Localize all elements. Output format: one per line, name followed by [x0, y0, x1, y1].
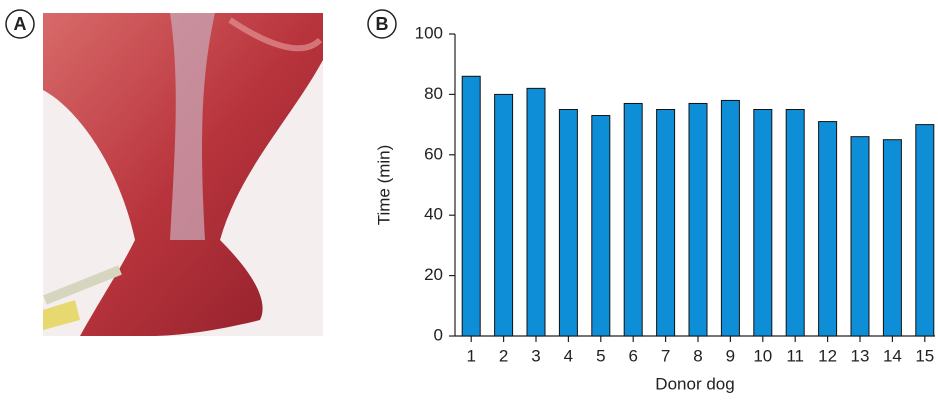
bar [462, 76, 480, 336]
y-tick-label: 40 [424, 205, 443, 224]
panel-label: A [14, 14, 27, 34]
x-tick-label: 2 [499, 346, 508, 365]
y-tick-label: 100 [415, 23, 443, 42]
bar [916, 125, 934, 336]
photo [43, 13, 323, 336]
x-tick-label: 9 [726, 346, 735, 365]
bar [851, 137, 869, 336]
bar [786, 110, 804, 337]
x-tick-label: 1 [466, 346, 475, 365]
bar [883, 140, 901, 336]
y-tick-label: 80 [424, 84, 443, 103]
x-tick-label: 14 [883, 346, 902, 365]
x-tick-label: 11 [786, 346, 804, 365]
bar [559, 110, 577, 337]
bar [754, 110, 772, 337]
bar [495, 94, 513, 336]
x-tick-label: 4 [564, 346, 573, 365]
panel-label: B [376, 14, 389, 34]
x-tick-label: 13 [851, 346, 870, 365]
bar [592, 116, 610, 336]
bar [624, 103, 642, 336]
x-tick-label: 8 [693, 346, 702, 365]
bar [657, 110, 675, 337]
x-tick-label: 5 [596, 346, 605, 365]
x-tick-label: 15 [915, 346, 934, 365]
y-axis-title: Time (min) [374, 145, 393, 226]
page: A B Time (min) Donor dog 020406080100123… [0, 0, 938, 404]
bar [689, 103, 707, 336]
x-tick-label: 7 [661, 346, 670, 365]
y-tick-label: 0 [434, 325, 443, 344]
y-tick-label: 20 [424, 265, 443, 284]
bar [527, 88, 545, 336]
x-tick-label: 12 [818, 346, 837, 365]
bar [721, 100, 739, 336]
bar [819, 122, 837, 336]
x-tick-label: 3 [531, 346, 540, 365]
x-tick-label: 10 [753, 346, 772, 365]
x-axis-title: Donor dog [655, 374, 734, 393]
figure: A B Time (min) Donor dog 020406080100123… [0, 0, 938, 404]
y-tick-label: 60 [424, 144, 443, 163]
x-tick-label: 6 [628, 346, 637, 365]
